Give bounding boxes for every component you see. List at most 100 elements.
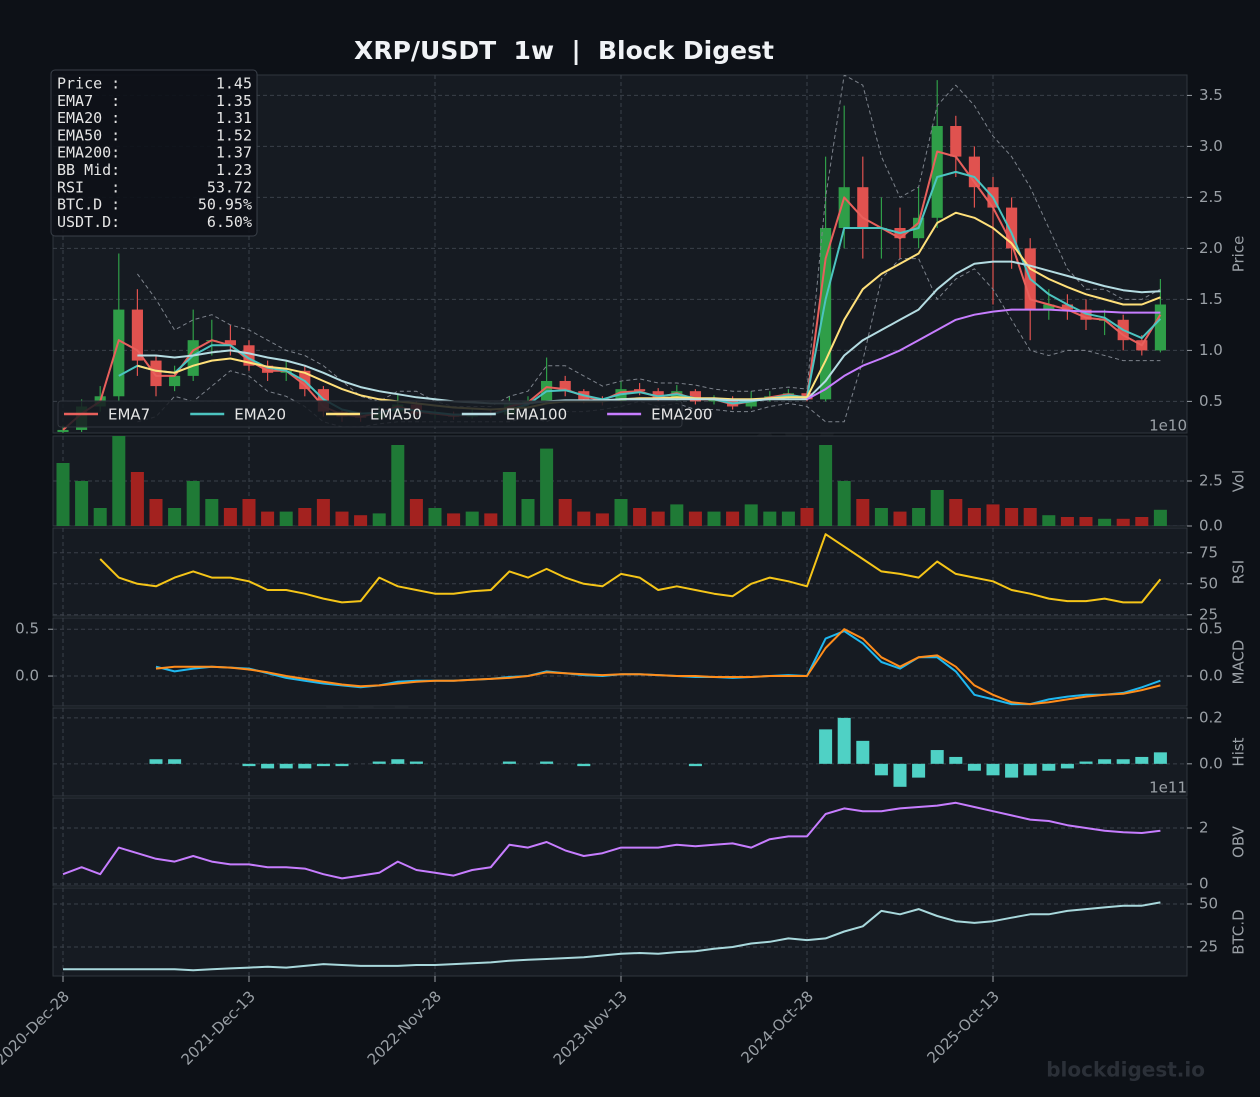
bollinger-band <box>136 75 1161 407</box>
panel <box>52 797 1188 887</box>
bar <box>912 763 926 778</box>
bar <box>298 508 312 526</box>
bar <box>819 729 833 764</box>
candle-body <box>652 391 664 400</box>
y-tick-label: 0.0 <box>1199 754 1223 772</box>
legend-label: EMA7 <box>108 406 150 424</box>
y-axis-label: RSI <box>1230 560 1248 584</box>
candle-body <box>931 125 943 218</box>
y-tick-label: 2.5 <box>1199 188 1223 206</box>
candle-body <box>857 187 869 228</box>
bar <box>1116 518 1130 526</box>
bar <box>1153 509 1167 526</box>
bar <box>540 761 554 764</box>
candle-body <box>1154 304 1166 351</box>
bar <box>186 481 200 526</box>
bar <box>688 763 702 767</box>
bar <box>967 508 981 526</box>
bar <box>372 761 386 764</box>
chart-title: XRP/USDT 1w | Block Digest <box>354 36 774 65</box>
candle-body <box>224 340 236 346</box>
ema-line <box>137 260 1161 405</box>
info-label: BB Mid: <box>57 161 120 179</box>
panel <box>52 617 1188 707</box>
bar <box>688 511 702 526</box>
bar <box>242 499 256 526</box>
bar <box>149 499 163 526</box>
panel-content <box>53 708 1187 796</box>
info-value: 1.23 <box>216 161 252 179</box>
y-tick-label-left: 0.5 <box>15 620 39 638</box>
y-tick-label: 3.0 <box>1199 137 1223 155</box>
bar <box>521 499 535 526</box>
bar <box>763 511 777 526</box>
candle-body <box>634 389 646 392</box>
bar <box>149 759 163 764</box>
y-tick-label: 50 <box>1199 574 1218 592</box>
bar <box>1098 759 1112 764</box>
bar <box>986 504 1000 526</box>
bar <box>856 499 870 526</box>
bar <box>316 763 330 767</box>
bar <box>1135 756 1149 764</box>
bar <box>726 511 740 526</box>
bar <box>391 759 405 764</box>
y-axis-label: MACD <box>1230 640 1248 685</box>
bar <box>279 763 293 769</box>
indicator-line <box>62 801 1161 880</box>
bar <box>949 756 963 764</box>
candle-body <box>1043 304 1055 310</box>
bar <box>558 499 572 526</box>
bar <box>372 513 386 526</box>
bar <box>1079 517 1093 526</box>
bar <box>949 499 963 526</box>
bar <box>912 508 926 526</box>
panel-content <box>53 618 1187 706</box>
info-value: 1.31 <box>216 109 252 127</box>
legend-label: EMA20 <box>234 406 286 424</box>
info-label: EMA20 : <box>57 109 120 127</box>
bar <box>540 448 554 526</box>
legend-label: EMA100 <box>506 406 567 424</box>
candle-body <box>187 340 199 376</box>
candle-body <box>57 429 69 432</box>
bar <box>409 761 423 764</box>
info-label: EMA50 : <box>57 126 120 144</box>
candle-body <box>950 125 962 157</box>
info-label: EMA200: <box>57 144 120 162</box>
bar <box>1042 515 1056 526</box>
bar <box>893 763 907 787</box>
bar <box>223 508 237 526</box>
bar <box>279 511 293 526</box>
bar <box>261 763 275 769</box>
bar <box>261 511 275 526</box>
panel <box>52 887 1188 977</box>
bar <box>168 508 182 526</box>
y-tick-label: 0.5 <box>1199 620 1223 638</box>
offset-label: 1e11 <box>1149 779 1187 797</box>
candle-body <box>243 345 255 366</box>
bar <box>1023 763 1037 776</box>
bar <box>1116 759 1130 764</box>
bar <box>819 445 833 526</box>
bar <box>484 513 498 526</box>
bar <box>930 490 944 526</box>
info-value: 50.95% <box>198 196 252 214</box>
candle-body <box>150 360 162 387</box>
bar <box>744 504 758 526</box>
info-label: Price : <box>57 75 120 93</box>
bar <box>354 515 368 526</box>
legend-label: EMA200 <box>651 406 712 424</box>
info-value: 1.37 <box>216 144 252 162</box>
bar <box>633 508 647 526</box>
info-label: EMA7 : <box>57 92 120 110</box>
bar <box>1060 517 1074 526</box>
y-tick-label: 25 <box>1199 937 1218 955</box>
bar <box>93 508 107 526</box>
bar <box>316 499 330 526</box>
bar <box>874 508 888 526</box>
y-tick-label: 50 <box>1199 894 1218 912</box>
footer-brand: blockdigest.io <box>1046 1058 1205 1082</box>
indicator-line <box>99 533 1162 604</box>
